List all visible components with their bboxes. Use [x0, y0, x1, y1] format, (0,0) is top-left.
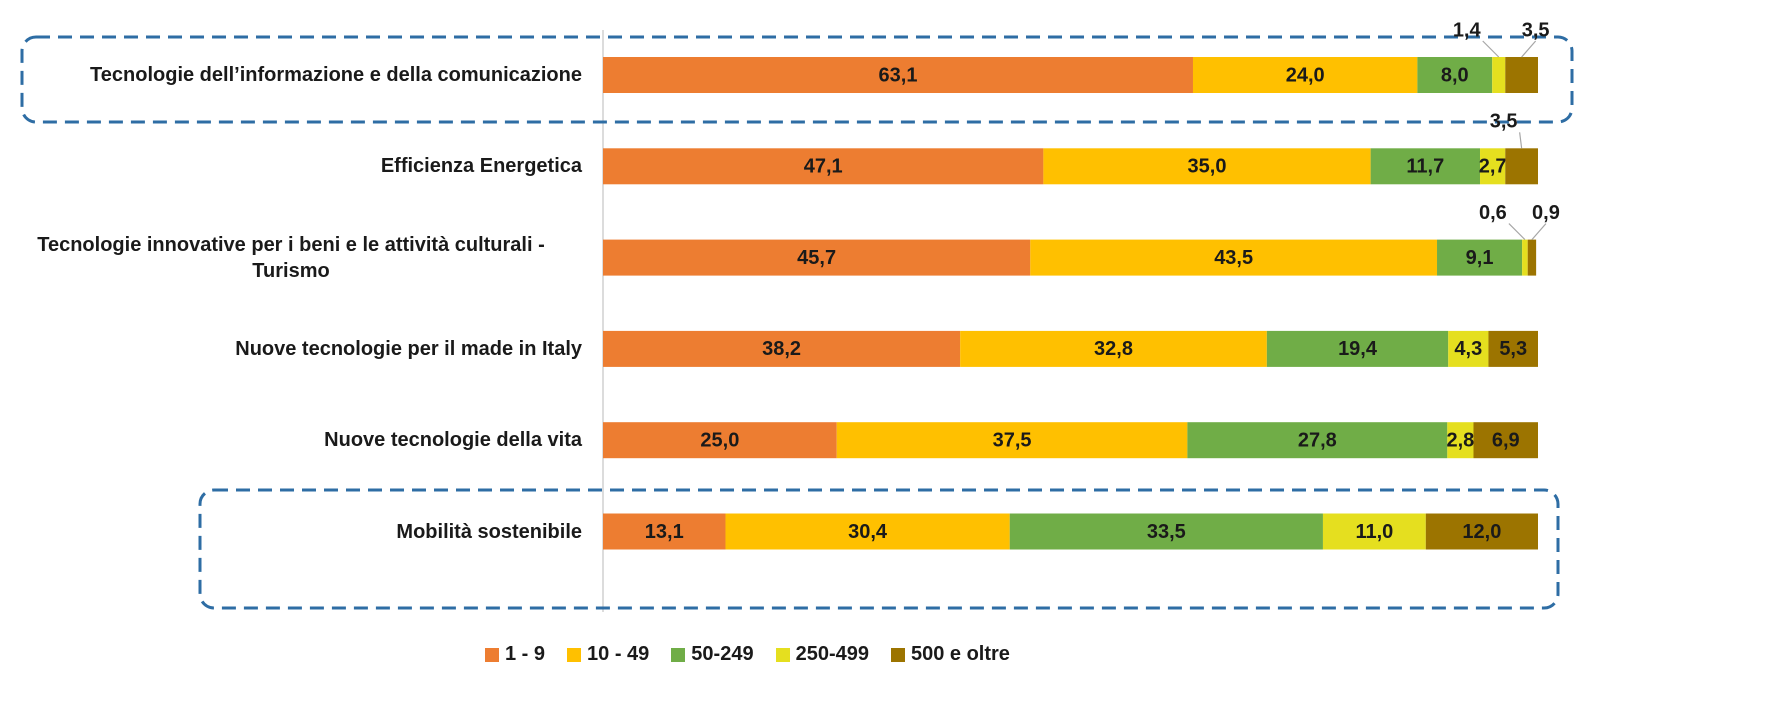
legend-swatch: [567, 647, 582, 662]
value-label: 9,1: [1466, 247, 1494, 269]
category-label-box: Efficienza Energetica: [0, 153, 582, 179]
legend-label: 250-499: [795, 643, 869, 665]
bar-segment: [1417, 57, 1493, 93]
value-label: 11,0: [1355, 521, 1393, 543]
legend-label: 50-249: [691, 643, 754, 665]
legend: 1 - 9 10 - 49 50-249 250-499 500 e oltre: [485, 643, 1010, 666]
value-label: 38,2: [762, 338, 801, 360]
bar-segment: [603, 330, 961, 367]
value-label: 43,5: [1214, 247, 1253, 269]
leader-line: [1508, 223, 1526, 241]
bar-segment: [1505, 148, 1538, 185]
bar-segment: [1192, 57, 1418, 93]
legend-swatch: [890, 647, 905, 662]
value-label: 1,4: [1453, 19, 1482, 41]
bar-segment: [1370, 148, 1481, 185]
bar-segment: [1480, 148, 1506, 185]
bar-segment: [1043, 148, 1371, 185]
bar-segment: [1527, 239, 1537, 276]
bar-segment: [960, 330, 1267, 367]
value-label: 32,8: [1094, 338, 1133, 360]
category-label: Tecnologie innovative per i beni e le at…: [37, 233, 545, 282]
value-label: 30,4: [848, 521, 888, 543]
highlight-box: [198, 488, 1560, 610]
value-label: 35,0: [1188, 156, 1227, 178]
bar-segment: [1437, 239, 1523, 276]
bar-segment: [836, 422, 1188, 459]
value-label: 37,5: [993, 429, 1032, 451]
category-label-box: Mobilità sostenibile: [0, 519, 582, 545]
legend-item: 50-249: [671, 643, 754, 666]
value-label: 24,0: [1286, 64, 1325, 86]
legend-item: 10 - 49: [567, 643, 649, 666]
bar-segment: [725, 513, 1010, 550]
value-label: 0,9: [1532, 202, 1560, 224]
value-label: 3,5: [1490, 111, 1518, 133]
category-label-box: Tecnologie dell’informazione e della com…: [0, 62, 582, 88]
bar-segment: [1522, 239, 1528, 276]
value-label: 33,5: [1147, 521, 1186, 543]
bar-segment: [603, 422, 837, 459]
highlight-box: [20, 35, 1574, 124]
value-label: 27,8: [1298, 429, 1337, 451]
value-label: 19,4: [1338, 338, 1378, 360]
value-label: 6,9: [1492, 429, 1520, 451]
value-label: 11,7: [1406, 156, 1444, 178]
bar-segment: [1473, 422, 1538, 459]
value-label: 2,8: [1446, 429, 1474, 451]
value-label: 8,0: [1441, 64, 1469, 86]
value-label: 45,7: [797, 247, 836, 269]
legend-label: 500 e oltre: [910, 643, 1010, 665]
bar-segment: [1447, 422, 1474, 459]
bar-segment: [1009, 513, 1323, 550]
value-label: 5,3: [1499, 338, 1527, 360]
category-label: Efficienza Energetica: [380, 155, 582, 178]
bar-segment: [1505, 57, 1538, 93]
category-label: Tecnologie dell’informazione e della com…: [90, 64, 582, 86]
category-label-box: Nuove tecnologie per il made in Italy: [0, 336, 582, 362]
value-label: 4,3: [1454, 338, 1482, 360]
value-label: 63,1: [879, 64, 918, 86]
value-label: 12,0: [1462, 521, 1501, 543]
value-label: 47,1: [804, 156, 843, 178]
value-label: 13,1: [645, 521, 684, 543]
bar-segment: [1488, 330, 1538, 367]
bar-segment: [603, 239, 1031, 276]
legend-label: 10 - 49: [587, 643, 650, 665]
bar-segment: [603, 148, 1044, 185]
value-label: 3,5: [1522, 19, 1550, 41]
leader-line: [1521, 40, 1537, 58]
category-label-box: Nuove tecnologie della vita: [0, 427, 582, 453]
legend-swatch: [775, 647, 790, 662]
legend-swatch: [671, 647, 686, 662]
legend-item: 250-499: [775, 643, 869, 666]
legend-swatch: [485, 647, 499, 662]
value-label: 0,6: [1479, 202, 1507, 224]
bar-segment: [603, 57, 1193, 93]
bar-segment: [603, 513, 726, 550]
leader-line: [1519, 132, 1523, 149]
leader-line: [1482, 40, 1500, 58]
value-label: 2,7: [1479, 156, 1507, 178]
category-label: Nuove tecnologie per il made in Italy: [235, 337, 582, 360]
value-label: 25,0: [700, 429, 739, 451]
legend-item: 1 - 9: [485, 643, 545, 666]
bar-segment: [1425, 513, 1538, 550]
legend-item: 500 e oltre: [890, 643, 1010, 666]
category-label-box: Tecnologie innovative per i beni e le at…: [0, 232, 582, 284]
leader-line: [1531, 223, 1547, 240]
bar-segment: [1448, 330, 1489, 367]
category-label: Nuove tecnologie della vita: [324, 429, 582, 452]
bar-segment: [1266, 330, 1449, 367]
bar-segment: [1492, 57, 1506, 93]
bar-segment: [1030, 239, 1438, 276]
bar-segment: [1322, 513, 1426, 550]
category-label: Mobilità sostenibile: [396, 520, 582, 543]
bar-segment: [1187, 422, 1448, 459]
legend-label: 1 - 9: [505, 643, 546, 665]
